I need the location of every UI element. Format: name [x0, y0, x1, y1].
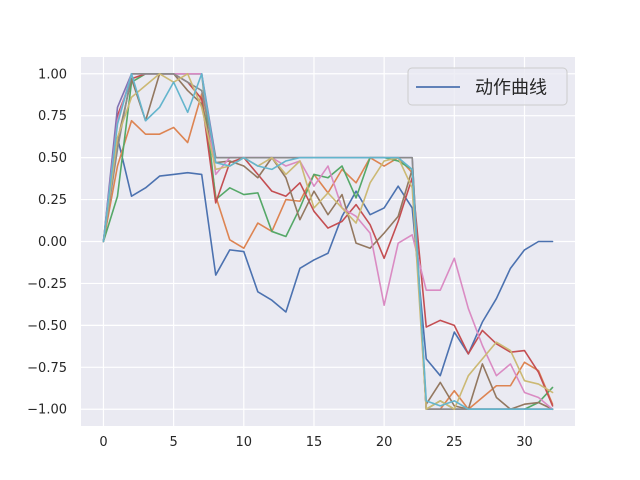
y-tick-label: 1.00: [38, 67, 67, 82]
x-tick-label: 30: [516, 435, 533, 450]
y-tick-label: 0.00: [38, 235, 67, 250]
y-tick-label: −0.25: [27, 277, 67, 292]
y-tick-label: −1.00: [27, 403, 67, 418]
legend-label: 动作曲线: [475, 78, 547, 99]
y-tick-label: 0.25: [38, 193, 67, 208]
x-tick-label: 5: [169, 435, 177, 450]
y-tick-label: 0.50: [38, 151, 67, 166]
series-line-10: [102, 72, 554, 411]
y-tick-label: 0.75: [38, 109, 67, 124]
x-tick-label: 25: [446, 435, 463, 450]
x-tick-label: 15: [306, 435, 323, 450]
x-tick-label: 20: [376, 435, 393, 450]
y-tick-label: −0.50: [27, 319, 67, 334]
legend-frame: [407, 67, 568, 106]
x-tick-label: 10: [236, 435, 253, 450]
series-line-9: [102, 72, 554, 411]
x-tick-label: 0: [99, 435, 107, 450]
y-tick-label: −0.75: [27, 361, 67, 376]
series-line-7: [102, 72, 554, 411]
legend: 动作曲线: [407, 67, 568, 106]
